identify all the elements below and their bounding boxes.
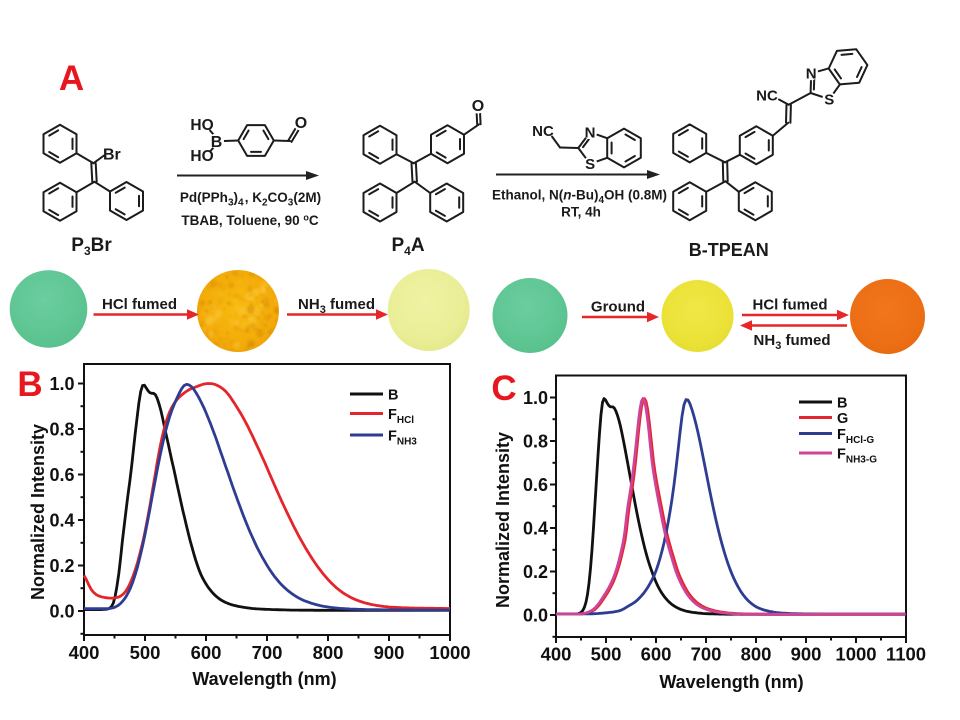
svg-text:800: 800 [313,642,344,663]
svg-text:500: 500 [130,642,161,663]
svg-text:RT, 4h: RT, 4h [561,205,601,220]
svg-text:N: N [585,125,596,142]
svg-text:600: 600 [191,642,222,663]
svg-text:Wavelength (nm): Wavelength (nm) [659,672,803,692]
svg-text:HCl fumed: HCl fumed [102,296,177,313]
svg-text:Wavelength (nm): Wavelength (nm) [192,669,336,689]
svg-text:0.8: 0.8 [523,432,548,452]
svg-text:O: O [472,98,484,115]
svg-text:400: 400 [69,642,100,663]
svg-text:A: A [59,59,84,98]
svg-text:900: 900 [374,642,405,663]
svg-text:500: 500 [591,644,622,665]
svg-text:N: N [806,66,817,83]
svg-text:B-TPEAN: B-TPEAN [689,240,769,260]
svg-text:B: B [837,396,847,412]
svg-text:NH3 fumed: NH3 fumed [754,332,831,352]
svg-text:600: 600 [641,644,672,665]
svg-text:Ground: Ground [591,299,645,316]
svg-text:NC: NC [756,88,778,105]
svg-text:0.6: 0.6 [523,475,548,495]
svg-text:B: B [17,365,42,404]
svg-text:B: B [211,134,223,151]
svg-text:HO: HO [190,117,213,134]
svg-text:NH3 fumed: NH3 fumed [298,296,375,316]
svg-text:O: O [295,115,307,132]
svg-text:Normalized Intensity: Normalized Intensity [493,432,513,608]
svg-text:0.8: 0.8 [49,420,74,440]
svg-text:P4A: P4A [391,235,424,258]
svg-text:HO: HO [190,148,213,165]
svg-text:0.4: 0.4 [49,511,74,531]
svg-text:Pd(PPh3)4 , K2CO3(2M): Pd(PPh3)4 , K2CO3(2M) [180,190,321,209]
svg-text:0.2: 0.2 [49,556,74,576]
svg-text:S: S [585,156,595,173]
svg-text:1.0: 1.0 [49,374,74,394]
svg-text:1000: 1000 [429,642,470,663]
svg-text:1000: 1000 [835,644,876,665]
svg-text:1.0: 1.0 [523,388,548,408]
svg-text:1100: 1100 [886,644,926,665]
svg-text:800: 800 [741,644,772,665]
svg-text:900: 900 [791,644,822,665]
svg-text:B: B [388,388,398,404]
svg-text:Ethanol, N(n-Bu)4OH (0.8M): Ethanol, N(n-Bu)4OH (0.8M) [492,188,667,207]
svg-text:HCl fumed: HCl fumed [753,297,828,314]
svg-text:0.4: 0.4 [523,519,548,539]
svg-text:TBAB, Toluene, 90 oC: TBAB, Toluene, 90 oC [181,213,319,229]
svg-text:S: S [824,92,834,109]
svg-text:700: 700 [252,642,283,663]
svg-text:400: 400 [541,644,572,665]
svg-text:P3Br: P3Br [71,235,112,258]
svg-text:NC: NC [532,123,554,140]
svg-text:0.2: 0.2 [523,562,548,582]
svg-text:Br: Br [103,147,121,164]
svg-text:Normalized Intensity: Normalized Intensity [28,424,48,600]
svg-text:G: G [837,411,848,427]
svg-text:700: 700 [691,644,722,665]
svg-text:C: C [491,369,516,408]
svg-text:0.0: 0.0 [523,606,548,626]
svg-text:0.6: 0.6 [49,465,74,485]
svg-text:0.0: 0.0 [49,602,74,622]
